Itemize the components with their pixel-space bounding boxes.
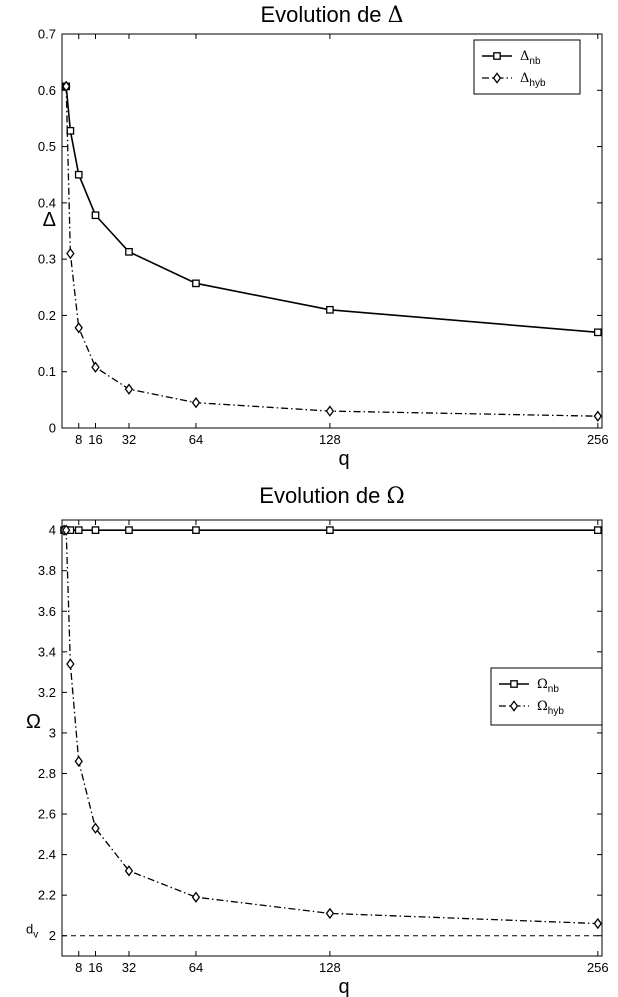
series-hyb (61, 80, 603, 422)
data-point (66, 658, 75, 670)
data-point (91, 526, 100, 534)
legend-frame (473, 39, 581, 95)
x-axis-label: q (338, 976, 349, 997)
data-point (61, 80, 71, 93)
y-tick-label: 0 (49, 421, 56, 436)
y-tick-label: 3.4 (38, 644, 56, 659)
x-tick-label: 8 (75, 432, 82, 447)
data-point (593, 328, 602, 337)
y-axis-label: Ω (26, 711, 41, 733)
data-point (593, 410, 603, 422)
x-tick-label: 256 (587, 432, 609, 447)
y-tick-label: 3.6 (38, 604, 56, 619)
reference-line-label: dv (26, 922, 38, 941)
y-tick-label: 2.2 (38, 888, 56, 903)
legend-label: Ωhyb (537, 699, 564, 717)
legend-marker (493, 52, 501, 60)
data-point (326, 305, 334, 314)
y-tick-label: 0.7 (38, 27, 56, 42)
y-tick-label: 0.2 (38, 308, 56, 323)
data-point (192, 279, 200, 288)
data-point (66, 126, 75, 135)
data-point (125, 247, 133, 256)
legend-marker (510, 680, 518, 688)
data-point (191, 396, 201, 409)
data-point (124, 383, 134, 395)
x-tick-label: 8 (75, 960, 82, 975)
x-tick-label: 16 (88, 960, 102, 975)
legend-frame (490, 667, 603, 726)
data-point (593, 526, 602, 534)
y-tick-label: 3.8 (38, 563, 56, 578)
chart-title: Evolution de Ω (259, 483, 404, 509)
series-line (65, 86, 598, 334)
x-tick-label: 128 (319, 432, 341, 447)
legend-label: Δhyb (520, 71, 546, 89)
legend-label: Δnb (520, 49, 541, 67)
y-tick-label: 2.6 (38, 807, 56, 822)
x-axis-label: q (338, 448, 349, 470)
y-axis-label: Δ (43, 209, 56, 231)
x-tick-label: 256 (587, 960, 609, 975)
plot-area-frame (61, 33, 603, 429)
series-hyb (59, 524, 603, 930)
y-tick-label: 0.3 (38, 252, 56, 267)
series-line (65, 86, 598, 417)
y-tick-label: 2 (49, 928, 56, 943)
x-tick-label: 16 (88, 432, 102, 447)
legend-label: Ωnb (537, 677, 559, 695)
data-point (74, 322, 83, 334)
chart-omega: Evolution de Ω 8 16 32 64 128 256 2 2.2 2.4 2.6 2.8… (26, 483, 609, 997)
x-tick-label: 128 (319, 960, 341, 975)
data-point (325, 907, 335, 920)
chart-title: Evolution de Δ (260, 2, 403, 28)
legend: Ωnb Ωhyb (490, 667, 603, 726)
data-point (74, 526, 83, 534)
y-tick-label: 3 (49, 725, 56, 740)
y-tick-label: 0.5 (38, 139, 56, 154)
x-tick-label: 32 (122, 960, 136, 975)
y-tick-label: 0.4 (38, 195, 56, 210)
chart-delta: Evolution de Δ 8 16 32 64 128 256 0 0.1 0.2 0.3 0.4… (38, 2, 609, 470)
x-tick-label: 64 (189, 432, 203, 447)
data-point (593, 917, 603, 930)
data-point (91, 361, 100, 373)
data-point (326, 526, 334, 534)
y-tick-label: 0.6 (38, 83, 56, 98)
plot-area-frame (61, 519, 603, 957)
data-point (61, 524, 71, 536)
y-tick-label: 3.2 (38, 685, 56, 700)
data-point (125, 526, 133, 534)
series-nb (62, 82, 602, 337)
legend-marker (492, 72, 502, 84)
legend: Δnb Δhyb (473, 39, 581, 95)
data-point (66, 247, 75, 260)
data-point (74, 755, 83, 768)
data-point (192, 526, 200, 534)
data-point (91, 211, 100, 220)
data-point (124, 865, 134, 877)
y-tick-label: 2.8 (38, 766, 56, 781)
data-point (191, 891, 201, 903)
x-tick-label: 64 (189, 960, 203, 975)
y-tick-label: 4 (49, 523, 56, 538)
series-line (64, 529, 598, 925)
legend-marker (509, 700, 519, 712)
data-point (74, 170, 83, 179)
data-point (325, 405, 335, 417)
x-tick-label: 32 (122, 432, 136, 447)
y-tick-label: 2.4 (38, 847, 56, 862)
y-tick-label: 0.1 (38, 364, 56, 379)
data-point (91, 822, 100, 834)
series-nb (60, 526, 602, 534)
